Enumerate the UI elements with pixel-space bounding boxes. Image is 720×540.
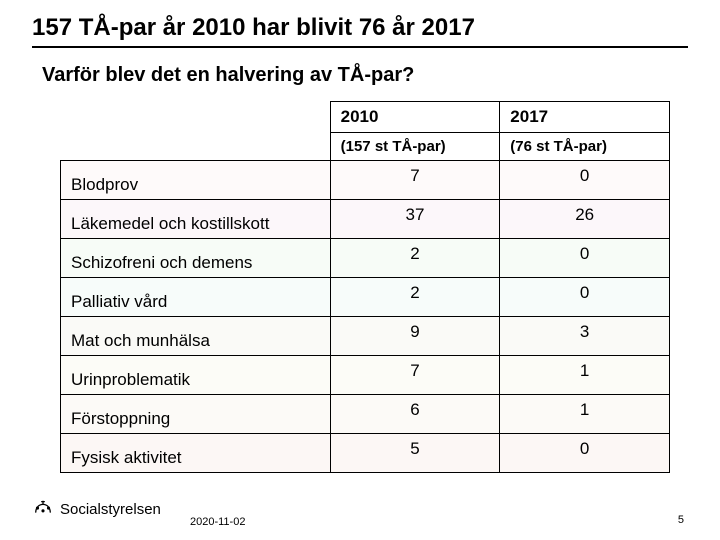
table-row: Blodprov70	[61, 161, 670, 200]
row-label: Fysisk aktivitet	[61, 434, 331, 473]
footer-date: 2020-11-02	[190, 516, 245, 528]
row-label: Förstoppning	[61, 395, 331, 434]
row-value-2017: 0	[500, 278, 670, 317]
row-label: Läkemedel och kostillskott	[61, 200, 331, 239]
row-value-2010: 2	[330, 278, 500, 317]
comparison-table: 2010 2017 (157 st TÅ-par) (76 st TÅ-par)…	[60, 101, 670, 473]
row-value-2010: 37	[330, 200, 500, 239]
table-row: Urinproblematik71	[61, 356, 670, 395]
header-2017: 2017	[500, 102, 670, 133]
row-value-2017: 3	[500, 317, 670, 356]
row-value-2017: 1	[500, 356, 670, 395]
row-value-2017: 1	[500, 395, 670, 434]
row-label: Blodprov	[61, 161, 331, 200]
slide-title: 157 TÅ-par år 2010 har blivit 76 år 2017	[32, 14, 688, 48]
table-row: Palliativ vård20	[61, 278, 670, 317]
row-value-2010: 6	[330, 395, 500, 434]
row-label: Schizofreni och demens	[61, 239, 331, 278]
subheader-2010: (157 st TÅ-par)	[330, 133, 500, 161]
row-value-2010: 5	[330, 434, 500, 473]
row-value-2010: 2	[330, 239, 500, 278]
subheader-2017: (76 st TÅ-par)	[500, 133, 670, 161]
blank-cell	[61, 102, 331, 161]
slide: 157 TÅ-par år 2010 har blivit 76 år 2017…	[0, 0, 720, 540]
row-value-2010: 7	[330, 161, 500, 200]
row-value-2010: 7	[330, 356, 500, 395]
table-row: Schizofreni och demens20	[61, 239, 670, 278]
org-name: Socialstyrelsen	[60, 501, 161, 518]
row-value-2017: 26	[500, 200, 670, 239]
footer: Socialstyrelsen 2020-11-02 5	[32, 498, 688, 528]
crown-icon	[32, 498, 54, 520]
row-value-2010: 9	[330, 317, 500, 356]
row-value-2017: 0	[500, 239, 670, 278]
row-label: Urinproblematik	[61, 356, 331, 395]
page-number: 5	[678, 514, 684, 526]
table-row: Förstoppning61	[61, 395, 670, 434]
row-value-2017: 0	[500, 434, 670, 473]
slide-subtitle: Varför blev det en halvering av TÅ-par?	[32, 64, 688, 87]
table-row: Läkemedel och kostillskott3726	[61, 200, 670, 239]
table-header-row: 2010 2017	[61, 102, 670, 133]
org-logo: Socialstyrelsen	[32, 498, 161, 520]
header-2010: 2010	[330, 102, 500, 133]
table-row: Mat och munhälsa93	[61, 317, 670, 356]
row-label: Mat och munhälsa	[61, 317, 331, 356]
row-value-2017: 0	[500, 161, 670, 200]
row-label: Palliativ vård	[61, 278, 331, 317]
table-row: Fysisk aktivitet50	[61, 434, 670, 473]
